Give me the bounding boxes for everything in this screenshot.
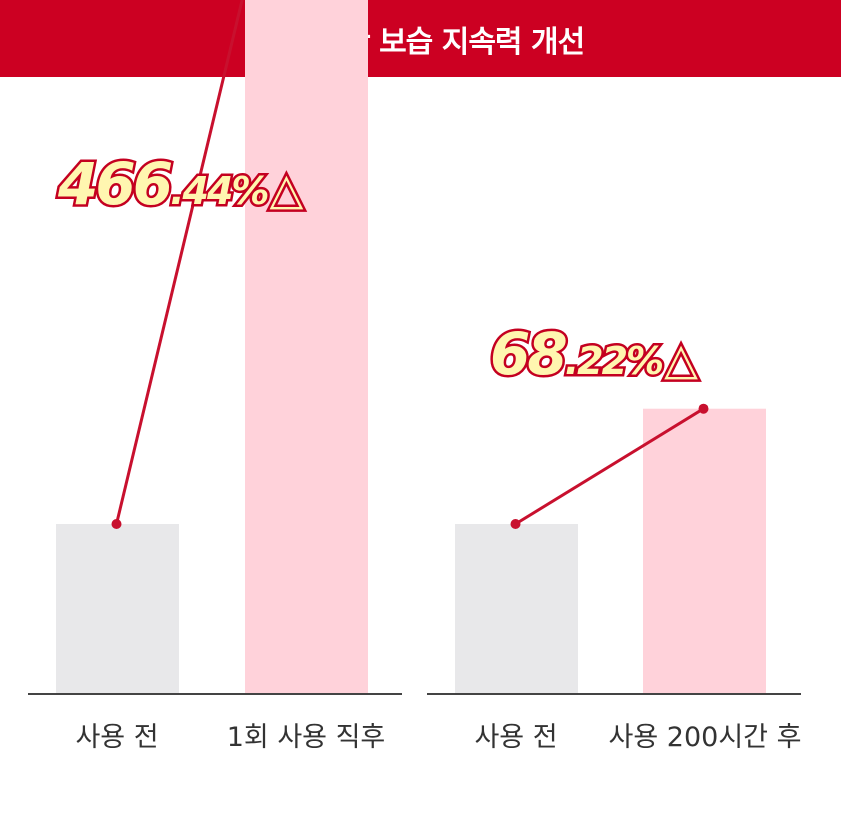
increase-annotation-2: 68.22%△	[490, 320, 698, 388]
trend-line-1	[115, 0, 244, 525]
trend-point-1-1	[111, 519, 122, 529]
bar-1-2	[245, 0, 368, 693]
bar-1-1	[56, 524, 179, 693]
category-label-2-2: 사용 200시간 후	[609, 722, 802, 753]
header-banner: 200시간 보습 지속력 개선	[0, 0, 841, 77]
trend-line-2	[514, 407, 705, 526]
trend-point-2-2	[698, 403, 709, 414]
increase-annotation-1: 466.44%△	[57, 150, 303, 218]
category-label-1-2: 1회 사용 직후	[227, 722, 386, 753]
category-label-1-1: 사용 전	[75, 722, 158, 753]
trend-point-2-1	[510, 519, 521, 529]
category-label-2-1: 사용 전	[474, 722, 557, 753]
bar-2-1	[455, 524, 578, 693]
bar-2-2	[643, 408, 766, 693]
